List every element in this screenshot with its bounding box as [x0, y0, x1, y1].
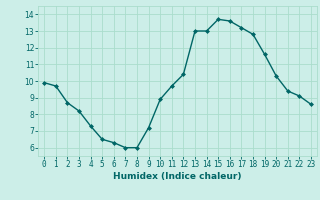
X-axis label: Humidex (Indice chaleur): Humidex (Indice chaleur) — [113, 172, 242, 181]
